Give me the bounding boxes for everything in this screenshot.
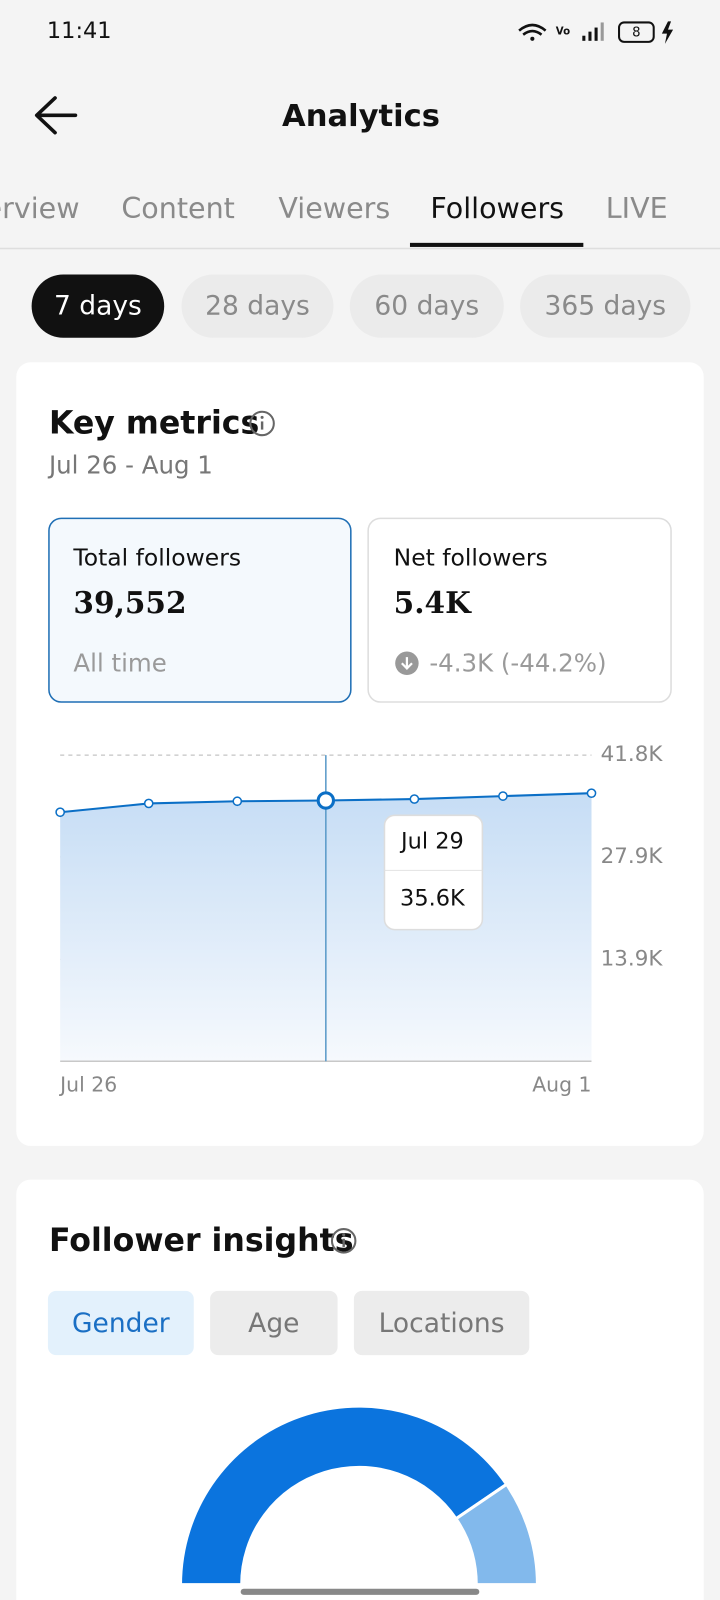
status-time: 11:41 (47, 18, 112, 44)
net-followers-tile[interactable] (367, 517, 672, 703)
insight-tab-label: Gender (72, 1308, 170, 1339)
tile-note: All time (73, 648, 166, 677)
home-indicator (240, 1588, 480, 1595)
point (409, 794, 420, 804)
tooltip-title: Jul 29 (399, 828, 464, 854)
svg-text:Vo: Vo (556, 27, 570, 38)
range-pill[interactable] (520, 274, 691, 338)
insight-tab[interactable] (47, 1290, 194, 1356)
insight-tab-label: Locations (379, 1308, 505, 1339)
range-pill[interactable] (181, 274, 334, 338)
card-title: Key metrics (49, 405, 259, 441)
insight-tabs: Gender Age Locations (47, 1290, 530, 1356)
tile-value: 5.4K (394, 585, 472, 620)
info-icon[interactable] (249, 410, 275, 437)
range-label: 60 days (374, 291, 479, 322)
point (143, 798, 154, 809)
info-icon[interactable] (330, 1228, 357, 1254)
x-tick-label: Aug 1 (532, 1073, 591, 1097)
tab[interactable]: Overview (0, 191, 80, 225)
point (316, 791, 336, 810)
range-label: 28 days (205, 291, 310, 322)
donut-segment (178, 1404, 509, 1587)
point (498, 791, 508, 801)
insights-card (16, 1179, 704, 1600)
donut-segment (453, 1482, 539, 1587)
y-tick-label: 13.9K (601, 946, 664, 971)
range-label: 365 days (544, 291, 666, 322)
point (586, 788, 597, 799)
tab[interactable]: Followers (430, 191, 564, 225)
page-title: Analytics (282, 99, 440, 134)
tab[interactable]: Viewers (278, 191, 390, 225)
tooltip (383, 814, 484, 931)
tooltip-value: 35.6K (400, 885, 466, 911)
insight-tab[interactable] (210, 1290, 338, 1356)
down-icon (395, 651, 419, 675)
line-chart: 41.8K 27.9K 13.9K Jul 29 35.6K Jul 26 Aug 1 (55, 742, 664, 1097)
tab-bar: Overview Content Viewers Followers LIVE (0, 191, 668, 225)
insight-tab[interactable] (353, 1290, 530, 1356)
x-tick-label: Jul 26 (58, 1073, 117, 1097)
status-icons: Vo (518, 21, 674, 44)
date-range: Jul 26 - Aug 1 (47, 450, 213, 479)
range-pill[interactable] (349, 274, 504, 338)
back-button[interactable] (34, 96, 78, 135)
point (232, 796, 243, 807)
total-followers-tile[interactable] (48, 517, 352, 703)
range-pill[interactable] (31, 274, 165, 338)
y-tick-label: 41.8K (601, 742, 664, 767)
tab[interactable]: LIVE (606, 191, 668, 225)
insight-tab-label: Age (248, 1308, 299, 1339)
y-tick-label: 27.9K (601, 844, 664, 869)
gender-chart (178, 1404, 539, 1587)
range-selector: 7 days 28 days 60 days 365 days (31, 274, 691, 338)
tab-underline (409, 242, 584, 247)
tile-label: Total followers (72, 544, 241, 572)
card-title: Follower insights (49, 1223, 354, 1259)
tile-value: 39,552 (73, 585, 186, 620)
point (55, 807, 66, 818)
range-label: 7 days (54, 291, 142, 322)
tab[interactable]: Content (121, 191, 235, 225)
battery-level: 8 (632, 26, 640, 41)
tile-label: Net followers (394, 544, 548, 572)
tile-change: -4.3K (-44.2%) (429, 648, 606, 677)
